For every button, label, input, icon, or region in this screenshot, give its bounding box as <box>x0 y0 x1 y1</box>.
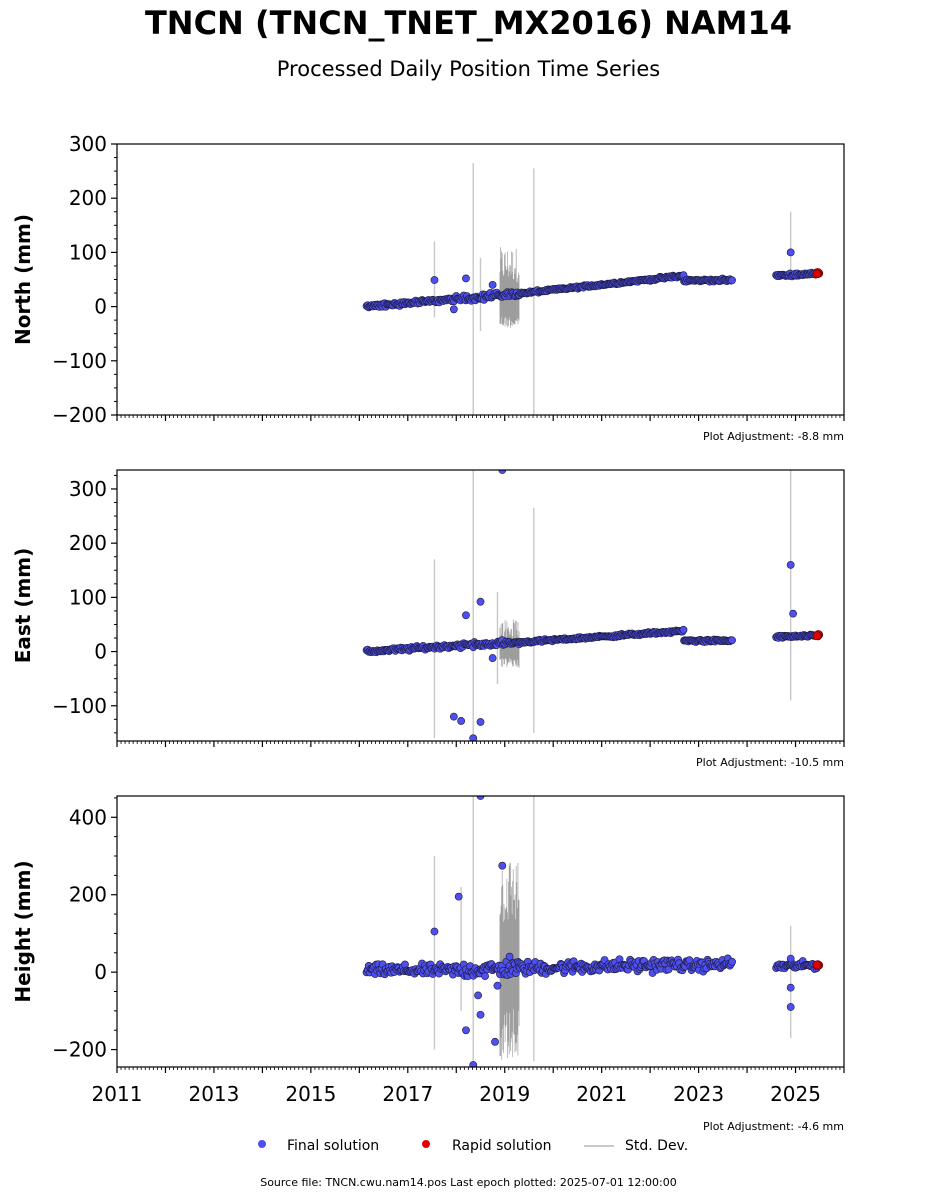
y-tick-label: −100 <box>52 694 107 718</box>
final-solution-point <box>457 717 466 725</box>
x-tick-label: 2013 <box>188 1082 239 1106</box>
rapid-solution-point <box>812 631 822 641</box>
final-solution-point <box>679 625 688 634</box>
y-tick-label: 0 <box>94 640 107 664</box>
final-solution-point <box>449 712 458 721</box>
y-tick-label: 0 <box>94 960 107 984</box>
legend-std-label: Std. Dev. <box>625 1138 689 1154</box>
final-solution-point <box>430 927 439 936</box>
y-tick-label: −200 <box>52 403 107 427</box>
x-tick-label: 2019 <box>479 1082 530 1106</box>
y-tick-label: 0 <box>94 295 107 319</box>
y-axis-label: North (mm) <box>11 214 35 345</box>
rapid-solution-point <box>812 269 822 279</box>
panel-data-area <box>362 796 824 1067</box>
plot-frame <box>116 795 845 1068</box>
x-tick-label: 2011 <box>92 1082 143 1106</box>
x-tick-label: 2017 <box>382 1082 433 1106</box>
final-solution-point <box>498 470 507 474</box>
y-tick-label: 100 <box>69 585 107 609</box>
final-solution-point <box>488 281 497 289</box>
final-solution-point <box>505 952 514 961</box>
final-solution-point <box>430 276 439 284</box>
final-solution-point <box>728 636 736 645</box>
panel-data-area <box>362 470 824 741</box>
final-solution-point <box>454 892 463 901</box>
legend-final-label: Final solution <box>287 1138 380 1154</box>
plot-adjustment-note: Plot Adjustment: -10.5 mm <box>696 756 844 769</box>
panel-2: −200 0 200 400 2011 2013 2015 2017 2019 2021 2023 2… <box>11 795 845 1133</box>
x-tick-label: 2023 <box>673 1082 724 1106</box>
final-solution-point <box>786 248 795 257</box>
y-tick-label: 300 <box>69 477 107 501</box>
final-solution-point <box>469 734 478 741</box>
final-solution-point <box>498 861 507 870</box>
y-tick-label: 100 <box>69 240 107 264</box>
final-solution-point <box>481 972 489 981</box>
final-solution-point <box>786 560 795 569</box>
panel-1: −100 0 100 200 300 East (mm) Plot Adjustment: … <box>11 469 845 769</box>
final-solution-point <box>685 956 694 965</box>
legend-std-line <box>584 1138 614 1156</box>
final-solution-point <box>728 957 736 966</box>
final-solution-point <box>789 609 798 618</box>
y-tick-label: −100 <box>52 349 107 373</box>
legend-rapid-label: Rapid solution <box>452 1138 552 1154</box>
source-note: Source file: TNCN.cwu.nam14.pos Last epo… <box>260 1176 677 1189</box>
y-axis-label: Height (mm) <box>11 860 35 1002</box>
x-tick-label: 2025 <box>770 1082 821 1106</box>
rapid-solution-point <box>812 960 822 970</box>
final-solution-point <box>476 597 485 606</box>
y-tick-label: −200 <box>52 1038 107 1062</box>
final-solution-point <box>474 991 482 1000</box>
final-solution-point <box>462 611 470 620</box>
panel-data-area <box>362 162 824 415</box>
final-solution-point <box>786 954 795 963</box>
final-solution-point <box>728 276 736 285</box>
chart-subtitle: Processed Daily Position Time Series <box>276 57 661 81</box>
y-tick-label: 400 <box>69 805 107 829</box>
legend-final-marker <box>256 1138 268 1154</box>
final-solution-point <box>469 1061 478 1067</box>
y-tick-label: 300 <box>69 132 107 156</box>
y-tick-label: 200 <box>69 531 107 555</box>
final-solution-point <box>476 718 485 726</box>
y-tick-label: 200 <box>69 883 107 907</box>
plot-adjustment-note: Plot Adjustment: -8.8 mm <box>703 430 844 443</box>
y-tick-label: 200 <box>69 186 107 210</box>
panel-0: −200 −100 0 100 200 300 North (mm) Plot Adjustm… <box>11 132 845 443</box>
legend-rapid-marker <box>420 1138 432 1154</box>
x-tick-label: 2015 <box>285 1082 336 1106</box>
final-solution-point <box>476 1010 485 1019</box>
y-axis-label: East (mm) <box>11 548 35 664</box>
final-solution-point <box>491 1037 499 1046</box>
final-solution-point <box>786 983 795 992</box>
final-solution-point <box>462 274 470 283</box>
final-solution-point <box>786 1003 795 1011</box>
final-solution-point <box>462 1026 470 1035</box>
final-solution-point <box>449 305 458 314</box>
final-solution-point <box>488 654 497 662</box>
plot-adjustment-note: Plot Adjustment: -4.6 mm <box>703 1120 844 1133</box>
chart-title: TNCN (TNCN_TNET_MX2016) NAM14 <box>144 4 793 42</box>
x-tick-label: 2021 <box>576 1082 627 1106</box>
final-solution-point <box>493 981 502 990</box>
